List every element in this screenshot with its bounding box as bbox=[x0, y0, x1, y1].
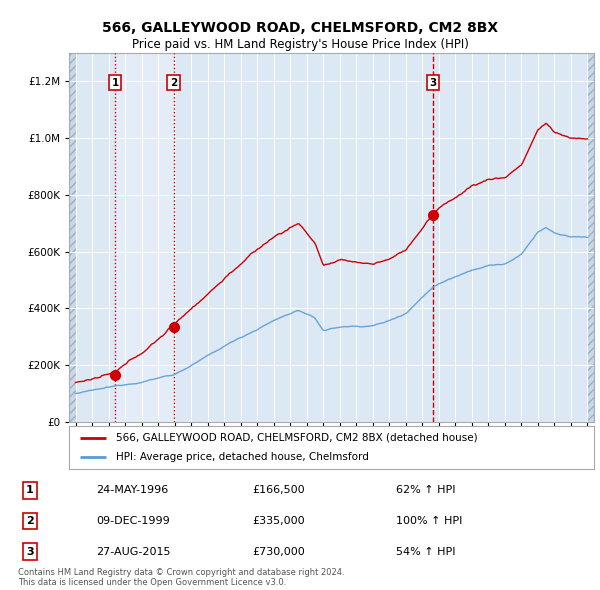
Text: 27-AUG-2015: 27-AUG-2015 bbox=[96, 547, 170, 556]
Text: Price paid vs. HM Land Registry's House Price Index (HPI): Price paid vs. HM Land Registry's House … bbox=[131, 38, 469, 51]
Text: 1: 1 bbox=[112, 78, 119, 88]
Text: 62% ↑ HPI: 62% ↑ HPI bbox=[396, 486, 455, 495]
Text: £335,000: £335,000 bbox=[252, 516, 305, 526]
Text: 3: 3 bbox=[26, 547, 34, 556]
Bar bbox=[69, 53, 76, 422]
Text: 54% ↑ HPI: 54% ↑ HPI bbox=[396, 547, 455, 556]
Text: 2: 2 bbox=[170, 78, 177, 88]
Text: 09-DEC-1999: 09-DEC-1999 bbox=[96, 516, 170, 526]
Bar bbox=[587, 53, 594, 422]
Text: Contains HM Land Registry data © Crown copyright and database right 2024.
This d: Contains HM Land Registry data © Crown c… bbox=[18, 568, 344, 587]
Text: 3: 3 bbox=[430, 78, 437, 88]
Text: 566, GALLEYWOOD ROAD, CHELMSFORD, CM2 8BX (detached house): 566, GALLEYWOOD ROAD, CHELMSFORD, CM2 8B… bbox=[116, 432, 478, 442]
Text: 100% ↑ HPI: 100% ↑ HPI bbox=[396, 516, 463, 526]
Text: HPI: Average price, detached house, Chelmsford: HPI: Average price, detached house, Chel… bbox=[116, 453, 369, 463]
Text: £166,500: £166,500 bbox=[252, 486, 305, 495]
Text: 1: 1 bbox=[26, 486, 34, 495]
Text: 2: 2 bbox=[26, 516, 34, 526]
Text: 24-MAY-1996: 24-MAY-1996 bbox=[96, 486, 168, 495]
Text: £730,000: £730,000 bbox=[252, 547, 305, 556]
Text: 566, GALLEYWOOD ROAD, CHELMSFORD, CM2 8BX: 566, GALLEYWOOD ROAD, CHELMSFORD, CM2 8B… bbox=[102, 21, 498, 35]
Bar bbox=[115, 53, 173, 422]
